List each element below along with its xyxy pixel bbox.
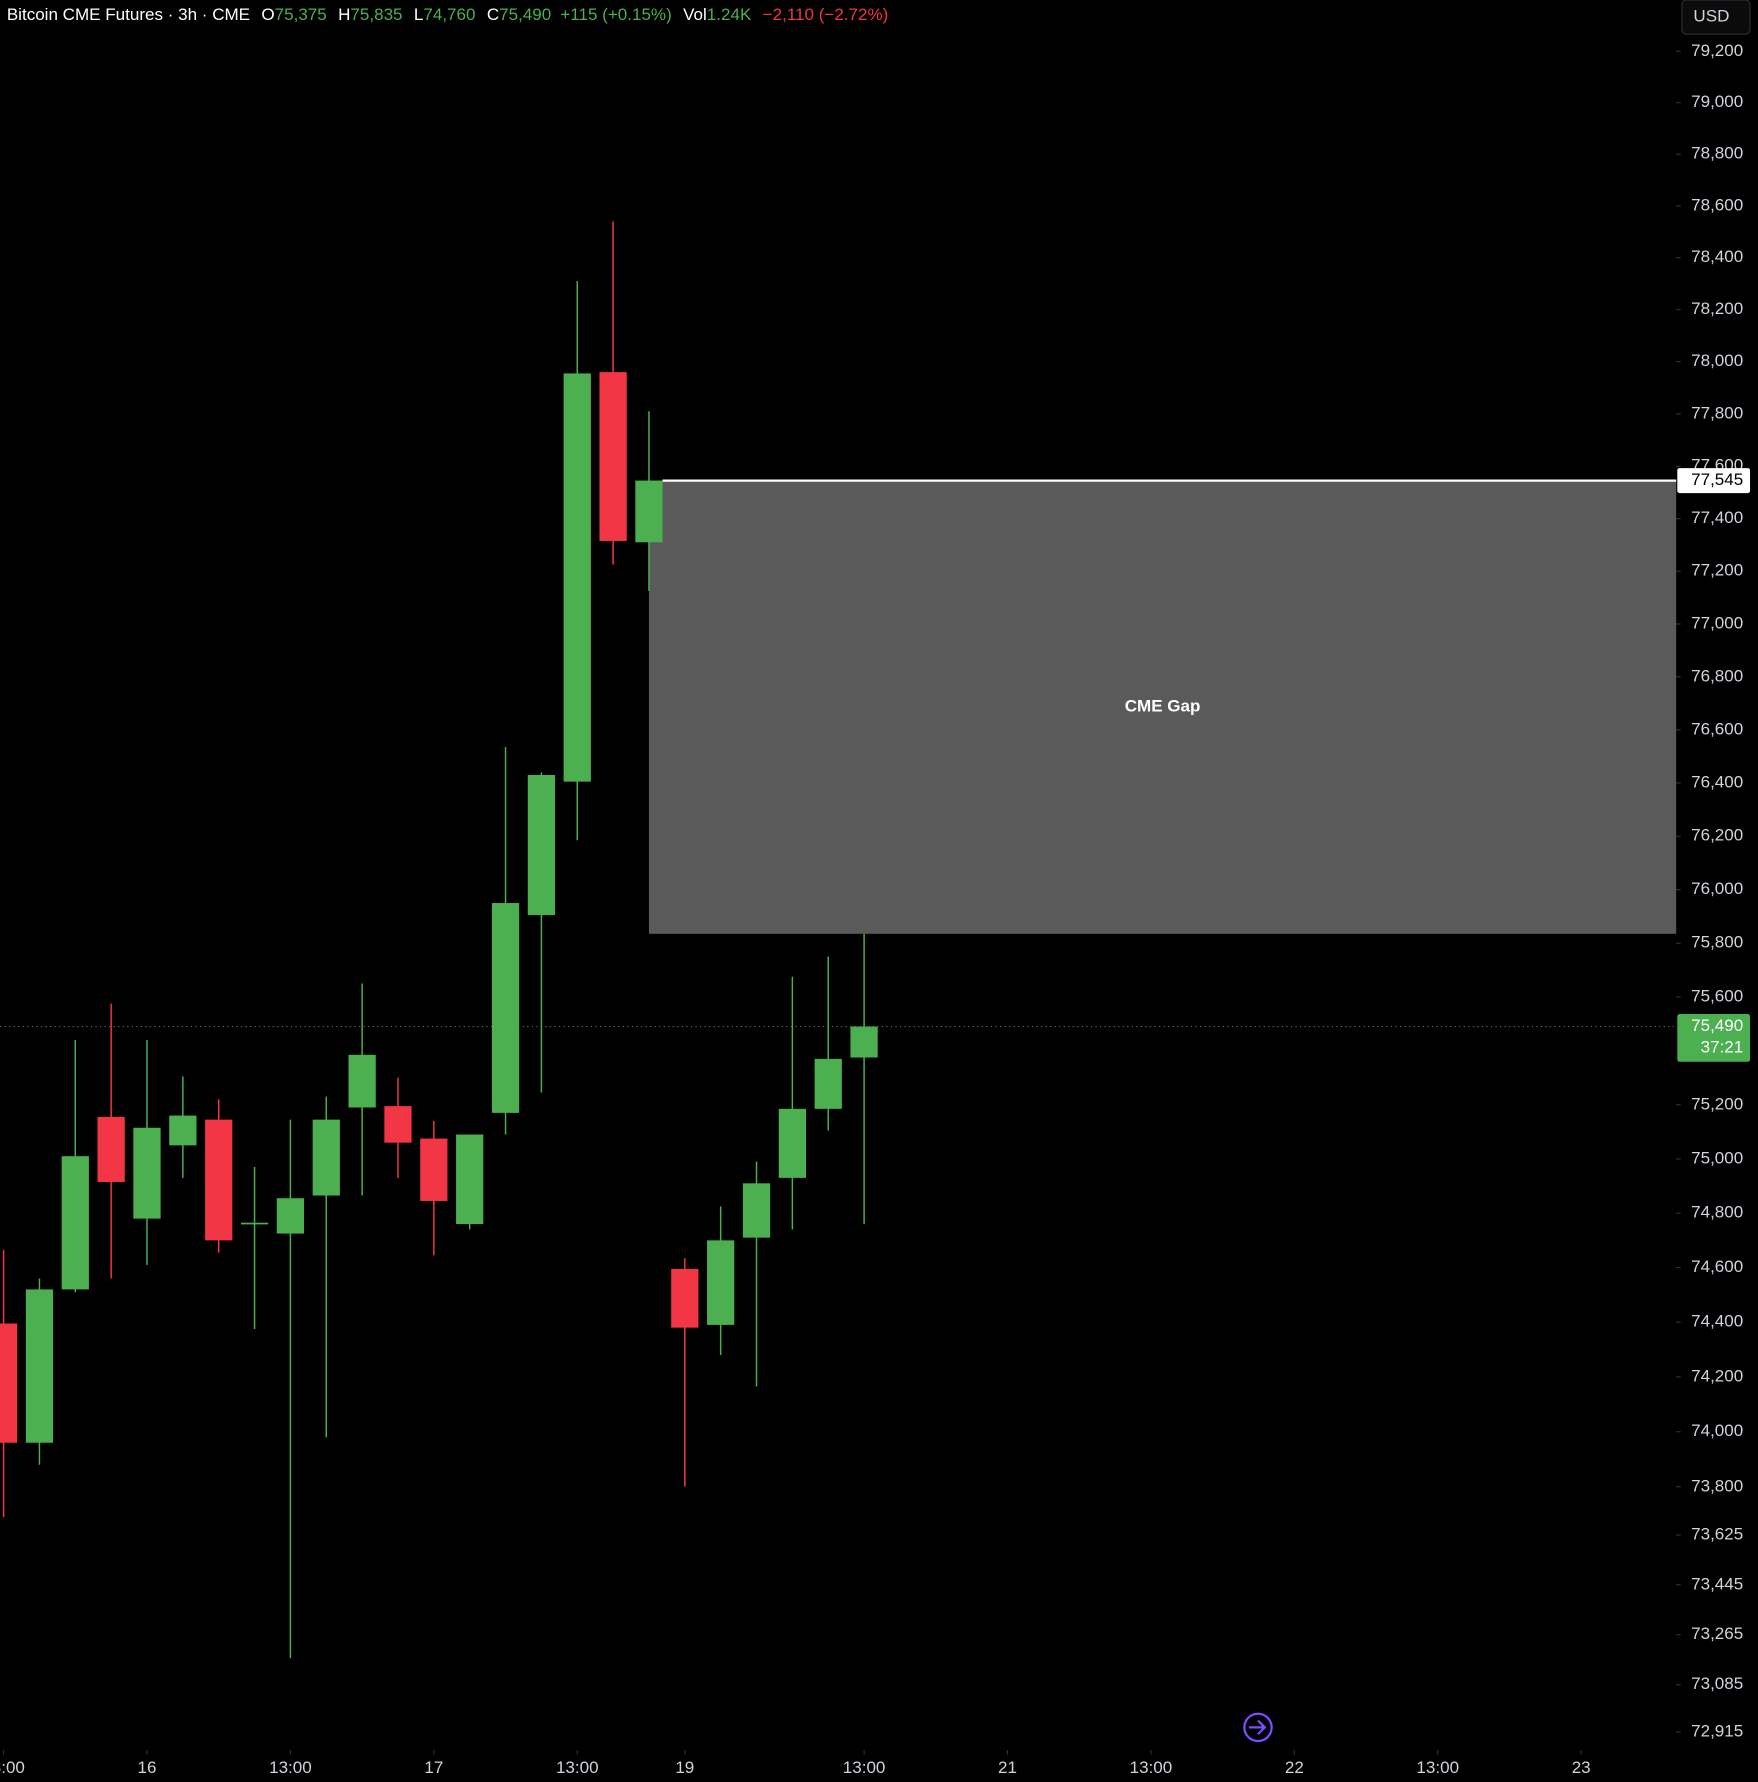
candle-body: [169, 1115, 197, 1146]
candle-body: [778, 1108, 807, 1178]
y-tick-label: 77,400: [1691, 508, 1743, 527]
y-tick-label: 73,085: [1691, 1674, 1743, 1693]
candle-body: [563, 373, 591, 782]
x-tick-label: 17: [424, 1758, 443, 1777]
header-text: 75,490: [499, 4, 551, 23]
x-tick-label: 16: [138, 1758, 157, 1777]
candle-body: [0, 1323, 18, 1443]
y-tick-label: 78,600: [1691, 195, 1743, 214]
x-tick-label: 13:00: [0, 1758, 25, 1777]
header-text: O: [261, 4, 274, 23]
y-tick-label: 79,000: [1691, 92, 1743, 111]
candle-body: [133, 1127, 161, 1219]
header-text: Bitcoin CME Futures · 3h · CME: [7, 4, 250, 23]
y-tick-label: 76,400: [1691, 772, 1743, 791]
header-text: Vol: [683, 4, 707, 23]
header-text: 75,375: [275, 4, 327, 23]
y-tick-label: 75,600: [1691, 986, 1743, 1005]
candle-body: [671, 1268, 699, 1328]
candle-body: [850, 1026, 878, 1058]
header-text: 1.24K: [707, 4, 752, 23]
candle-body: [276, 1198, 305, 1234]
y-tick-label: 74,000: [1691, 1421, 1743, 1440]
y-tick-label: 76,000: [1691, 879, 1743, 898]
header-text: L: [414, 4, 423, 23]
level-price-box: [1677, 468, 1751, 494]
candle-body: [420, 1138, 448, 1201]
y-tick-label: 74,800: [1691, 1203, 1743, 1222]
y-tick-label: 73,625: [1691, 1525, 1743, 1544]
candle-body: [456, 1134, 484, 1225]
y-tick-label: 76,800: [1691, 666, 1743, 685]
y-tick-label: 77,800: [1691, 403, 1743, 422]
header-text: +115 (+0.15%): [560, 4, 671, 23]
last-price-box: [1677, 1014, 1751, 1062]
currency: USD: [1693, 7, 1729, 26]
candle-body: [240, 1222, 269, 1225]
x-tick-label: 13:00: [1416, 1758, 1459, 1777]
y-tick-label: 77,200: [1691, 561, 1743, 580]
y-tick-label: 75,800: [1691, 933, 1743, 952]
candle-body: [348, 1054, 376, 1108]
y-tick-label: 77,000: [1691, 613, 1743, 632]
y-tick-label: 72,915: [1691, 1721, 1743, 1740]
gap-box: [648, 480, 1677, 934]
candle-body: [742, 1183, 771, 1238]
x-tick-label: 13:00: [843, 1758, 886, 1777]
header: Bitcoin CME Futures · 3h · CME O75,375 H75…: [7, 4, 888, 23]
y-tick-label: 78,000: [1691, 351, 1743, 370]
x-tick-label: 13:00: [556, 1758, 599, 1777]
candle-body: [61, 1156, 89, 1290]
candle-body: [814, 1058, 842, 1109]
currency-button[interactable]: [1681, 0, 1751, 35]
y-tick-label: 76,600: [1691, 719, 1743, 738]
header-text: −2,110 (−2.72%): [763, 4, 889, 23]
y-tick-label: 76,200: [1691, 826, 1743, 845]
y-tick-label: 73,445: [1691, 1574, 1743, 1593]
candle-body: [384, 1106, 412, 1143]
header-text: C: [487, 4, 499, 23]
candle-body: [25, 1289, 54, 1443]
x-tick-label: 13:00: [269, 1758, 312, 1777]
header-text: 75,835: [350, 4, 402, 23]
scroll-icon: [1248, 1719, 1267, 1736]
candle-body: [97, 1116, 125, 1182]
y-tick-label: 78,800: [1691, 144, 1743, 163]
y-tick-label: 74,600: [1691, 1257, 1743, 1276]
x-tick-label: 19: [675, 1758, 694, 1777]
candle-body: [205, 1119, 233, 1241]
y-tick-label: 74,200: [1691, 1366, 1743, 1385]
last-price-label: 75,490: [1691, 1016, 1743, 1035]
gap-label: CME Gap: [1125, 697, 1201, 716]
y-tick-label: 73,800: [1691, 1476, 1743, 1495]
x-tick-label: 23: [1572, 1758, 1591, 1777]
y-tick-label: 78,400: [1691, 247, 1743, 266]
candle-body: [635, 480, 663, 543]
candle-body: [312, 1119, 340, 1196]
x-tick-label: 22: [1285, 1758, 1304, 1777]
y-tick-label: 75,200: [1691, 1094, 1743, 1113]
x-tick-label: 21: [998, 1758, 1017, 1777]
level-price-label: 77,545: [1691, 470, 1743, 489]
plot-area: CME Gap: [0, 221, 1677, 1659]
candle-body: [599, 372, 627, 541]
candle-body: [527, 774, 556, 916]
scroll-button[interactable]: [1243, 1712, 1273, 1743]
countdown: 37:21: [1701, 1038, 1744, 1057]
candle-body: [707, 1240, 735, 1325]
y-tick-label: 78,200: [1691, 299, 1743, 318]
y-tick-label: 73,265: [1691, 1624, 1743, 1643]
header-text: H: [338, 4, 350, 23]
y-tick-label: 74,400: [1691, 1312, 1743, 1331]
y-tick-label: 79,200: [1691, 41, 1743, 60]
header-text: 74,760: [423, 4, 475, 23]
x-tick-label: 13:00: [1130, 1758, 1173, 1777]
candle-body: [491, 903, 520, 1113]
y-tick-label: 75,000: [1691, 1148, 1743, 1167]
